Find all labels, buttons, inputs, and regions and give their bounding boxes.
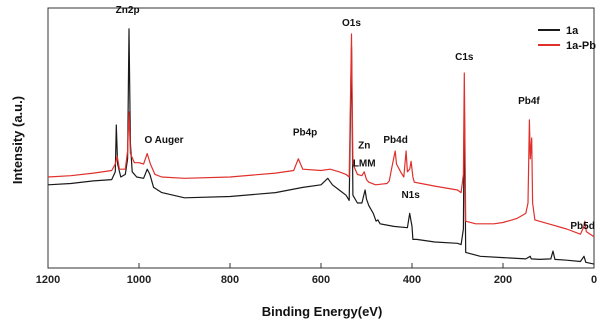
x-tick-label: 400 (403, 274, 421, 286)
peak-label: Pb4f (518, 96, 540, 107)
x-ticks: 1200 1000 800 600 400 200 0 (36, 263, 597, 286)
peak-label: Zn2p (116, 5, 140, 16)
x-tick-label: 600 (312, 274, 330, 286)
peak-label: N1s (401, 190, 420, 201)
series-line-1a-Pb (47, 33, 595, 238)
peak-label: O1s (342, 18, 361, 29)
x-tick-label: 800 (221, 274, 239, 286)
peak-label: C1s (455, 52, 474, 63)
x-tick-label: 1200 (36, 274, 60, 286)
x-tick-label: 0 (591, 274, 597, 286)
peak-label: O Auger (144, 135, 183, 146)
legend-label: 1a (566, 25, 579, 37)
peak-annotations: Zn2p O Auger Pb4p O1s Zn LMM Pb4d N1s C1s Pb4f Pb5… (116, 5, 595, 232)
x-axis-label: Binding Energy(eV) (262, 304, 383, 319)
y-axis-label: Intensity (a.u.) (10, 96, 25, 184)
series-line-1a (47, 28, 595, 265)
x-tick-label: 200 (494, 274, 512, 286)
peak-label: Pb5d (570, 221, 594, 232)
legend-label: 1a-Pb (566, 40, 596, 52)
x-tick-label: 1000 (127, 274, 151, 286)
peak-label: LMM (353, 159, 376, 170)
legend: 1a 1a-Pb (538, 25, 596, 52)
peak-label: Pb4p (293, 127, 317, 138)
series-layer (47, 28, 595, 265)
peak-label: Zn (358, 140, 370, 151)
peak-label: Pb4d (383, 135, 407, 146)
